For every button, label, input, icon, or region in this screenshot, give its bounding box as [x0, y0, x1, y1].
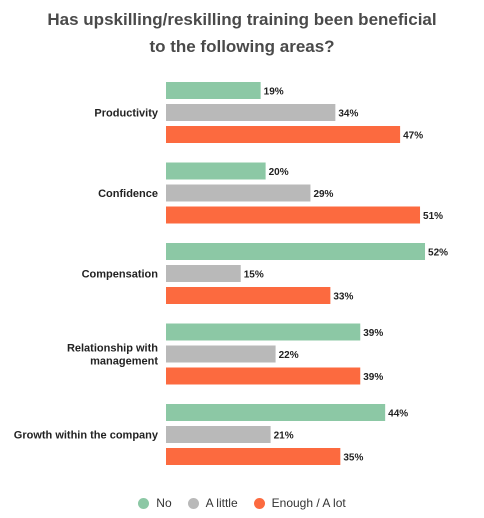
- bar-growth-within-the-company-a-little: [166, 426, 271, 443]
- chart-legend: No A little Enough / A lot: [0, 496, 484, 510]
- value-label-growth-within-the-company-a-little: 21%: [274, 431, 294, 442]
- legend-item-a-little: A little: [187, 496, 238, 510]
- chart-title-line-2: to the following areas?: [149, 37, 335, 56]
- value-label-productivity-enough-a-lot: 47%: [403, 131, 423, 142]
- value-label-productivity-no: 19%: [264, 87, 284, 98]
- value-label-compensation-a-little: 15%: [244, 270, 264, 281]
- category-label-relationship-with-management-line-1: Relationship with: [67, 343, 158, 355]
- bar-compensation-a-little: [166, 265, 241, 282]
- bar-productivity-no: [166, 82, 261, 99]
- value-label-confidence-enough-a-lot: 51%: [423, 211, 443, 222]
- legend-item-enough-a-lot: Enough / A lot: [253, 496, 346, 510]
- category-label-relationship-with-management-line-2: management: [90, 356, 158, 368]
- legend-label-enough-a-lot: Enough / A lot: [271, 496, 346, 510]
- bar-compensation-no: [166, 243, 426, 260]
- bar-confidence-no: [166, 162, 266, 180]
- legend-label-a-little: A little: [205, 496, 238, 510]
- bar-confidence-a-little: [166, 184, 311, 202]
- chart-title-line-1: Has upskilling/reskilling training been …: [47, 10, 437, 29]
- bar-productivity-enough-a-lot: [166, 126, 401, 143]
- bar-productivity-a-little: [166, 104, 336, 121]
- legend-label-no: No: [156, 496, 172, 510]
- bar-growth-within-the-company-enough-a-lot: [166, 448, 341, 465]
- value-label-relationship-with-management-enough-a-lot: 39%: [363, 372, 383, 383]
- value-label-growth-within-the-company-no: 44%: [388, 409, 408, 420]
- category-label-productivity: Productivity: [94, 108, 158, 120]
- category-label-confidence: Confidence: [98, 188, 158, 200]
- bar-relationship-with-management-a-little: [166, 345, 276, 363]
- category-label-compensation: Compensation: [82, 269, 159, 281]
- value-label-confidence-no: 20%: [269, 167, 289, 178]
- value-label-compensation-no: 52%: [428, 248, 448, 259]
- value-label-confidence-a-little: 29%: [313, 189, 333, 200]
- legend-swatch-no: [138, 497, 150, 509]
- legend-item-no: No: [138, 496, 172, 510]
- value-label-growth-within-the-company-enough-a-lot: 35%: [343, 453, 363, 464]
- bar-compensation-enough-a-lot: [166, 287, 331, 304]
- value-label-compensation-enough-a-lot: 33%: [333, 292, 353, 303]
- bar-relationship-with-management-enough-a-lot: [166, 367, 361, 385]
- bar-relationship-with-management-no: [166, 323, 361, 341]
- category-label-growth-within-the-company: Growth within the company: [14, 430, 159, 442]
- legend-swatch-enough-a-lot: [253, 497, 265, 509]
- bar-confidence-enough-a-lot: [166, 206, 421, 224]
- value-label-relationship-with-management-no: 39%: [363, 328, 383, 339]
- legend-swatch-a-little: [187, 497, 199, 509]
- value-label-relationship-with-management-a-little: 22%: [279, 350, 299, 361]
- value-label-productivity-a-little: 34%: [338, 109, 358, 120]
- bar-growth-within-the-company-no: [166, 404, 386, 421]
